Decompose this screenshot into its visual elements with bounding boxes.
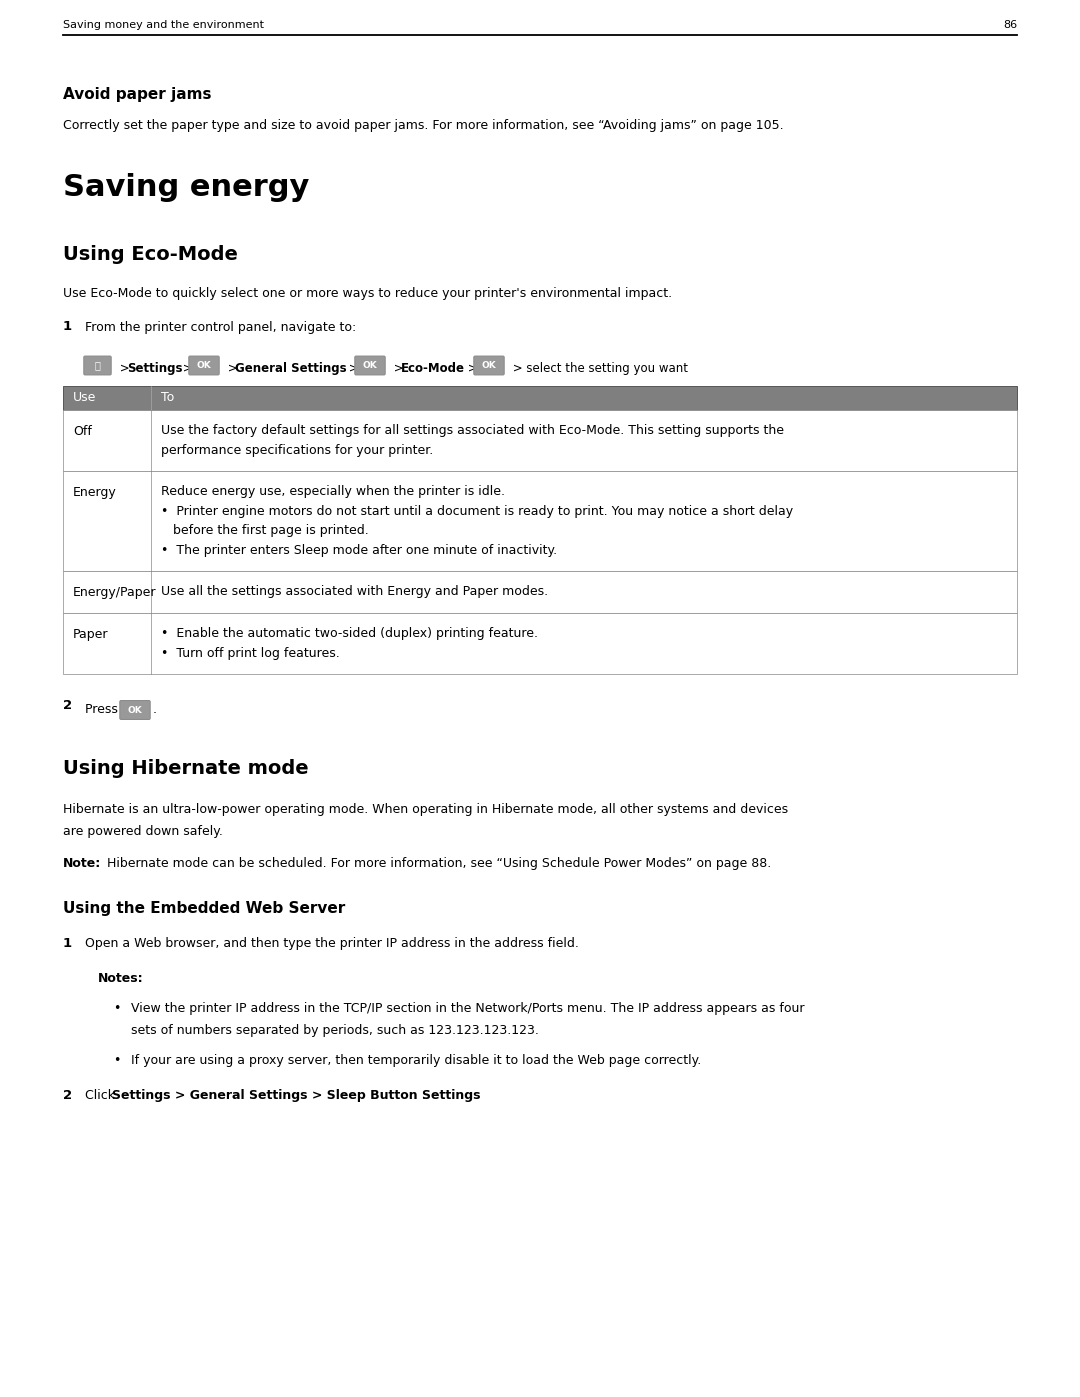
Text: .: . <box>422 1090 426 1102</box>
Text: > select the setting you want: > select the setting you want <box>509 362 688 374</box>
Text: •  Enable the automatic two-sided (duplex) printing feature.: • Enable the automatic two-sided (duplex… <box>161 627 538 640</box>
Text: Hibernate mode can be scheduled. For more information, see “Using Schedule Power: Hibernate mode can be scheduled. For mor… <box>103 856 771 870</box>
Text: 2: 2 <box>63 1090 72 1102</box>
Text: Avoid paper jams: Avoid paper jams <box>63 87 212 102</box>
Text: •: • <box>113 1053 120 1067</box>
Text: are powered down safely.: are powered down safely. <box>63 826 222 838</box>
Text: Energy/Paper: Energy/Paper <box>73 585 157 599</box>
Text: From the printer control panel, navigate to:: From the printer control panel, navigate… <box>85 320 356 334</box>
Text: View the printer IP address in the TCP/IP section in the Network/Ports menu. The: View the printer IP address in the TCP/I… <box>131 1002 805 1016</box>
FancyBboxPatch shape <box>474 356 504 374</box>
Text: •  The printer enters Sleep mode after one minute of inactivity.: • The printer enters Sleep mode after on… <box>161 543 557 556</box>
Text: Energy: Energy <box>73 486 117 499</box>
Text: Reduce energy use, especially when the printer is idle.: Reduce energy use, especially when the p… <box>161 485 505 497</box>
Text: OK: OK <box>197 360 212 370</box>
Bar <box>63 409 1017 471</box>
Text: Off: Off <box>73 425 92 439</box>
FancyBboxPatch shape <box>84 356 111 374</box>
Text: ⛯: ⛯ <box>95 360 100 370</box>
Text: >: > <box>179 362 197 374</box>
Text: Open a Web browser, and then type the printer IP address in the address field.: Open a Web browser, and then type the pr… <box>85 937 579 950</box>
Text: Hibernate is an ultra-low-power operating mode. When operating in Hibernate mode: Hibernate is an ultra-low-power operatin… <box>63 803 788 816</box>
Text: >: > <box>345 362 363 374</box>
Text: 1: 1 <box>63 937 72 950</box>
Text: •: • <box>113 1002 120 1016</box>
Text: Settings: Settings <box>127 362 183 374</box>
Text: >: > <box>390 362 407 374</box>
Text: Correctly set the paper type and size to avoid paper jams. For more information,: Correctly set the paper type and size to… <box>63 119 784 131</box>
Text: Saving energy: Saving energy <box>63 173 309 203</box>
Text: 1: 1 <box>63 320 72 334</box>
Text: Settings > General Settings > Sleep Button Settings: Settings > General Settings > Sleep Butt… <box>112 1090 481 1102</box>
Bar <box>63 386 1017 409</box>
Text: OK: OK <box>482 360 497 370</box>
Text: Use all the settings associated with Energy and Paper modes.: Use all the settings associated with Ene… <box>161 585 549 598</box>
Text: General Settings: General Settings <box>235 362 347 374</box>
Text: .: . <box>153 703 157 717</box>
Text: sets of numbers separated by periods, such as 123.123.123.123.: sets of numbers separated by periods, su… <box>131 1024 539 1037</box>
Text: >: > <box>464 362 482 374</box>
Bar <box>63 571 1017 613</box>
Bar <box>63 613 1017 673</box>
Text: •  Turn off print log features.: • Turn off print log features. <box>161 647 340 659</box>
Text: Saving money and the environment: Saving money and the environment <box>63 20 264 29</box>
Text: If your are using a proxy server, then temporarily disable it to load the Web pa: If your are using a proxy server, then t… <box>131 1053 701 1067</box>
Text: Use: Use <box>73 391 96 404</box>
Text: Note:: Note: <box>63 856 102 870</box>
FancyBboxPatch shape <box>189 356 219 374</box>
Text: before the first page is printed.: before the first page is printed. <box>161 524 368 536</box>
Text: Use the factory default settings for all settings associated with Eco-Mode. This: Use the factory default settings for all… <box>161 425 784 437</box>
Text: OK: OK <box>127 705 143 714</box>
Text: Eco-Mode: Eco-Mode <box>401 362 465 374</box>
FancyBboxPatch shape <box>355 356 386 374</box>
Text: Click: Click <box>85 1090 119 1102</box>
FancyBboxPatch shape <box>120 700 150 719</box>
Text: Press: Press <box>85 703 122 717</box>
Text: >: > <box>116 362 133 374</box>
Text: Paper: Paper <box>73 629 108 641</box>
Text: •  Printer engine motors do not start until a document is ready to print. You ma: • Printer engine motors do not start unt… <box>161 504 793 517</box>
Text: 86: 86 <box>1003 20 1017 29</box>
Text: 2: 2 <box>63 698 72 712</box>
Text: >: > <box>224 362 241 374</box>
Text: Use Eco-Mode to quickly select one or more ways to reduce your printer's environ: Use Eco-Mode to quickly select one or mo… <box>63 288 672 300</box>
Text: performance specifications for your printer.: performance specifications for your prin… <box>161 443 433 457</box>
Text: Notes:: Notes: <box>98 972 144 985</box>
Text: Using the Embedded Web Server: Using the Embedded Web Server <box>63 901 346 916</box>
Text: Using Hibernate mode: Using Hibernate mode <box>63 759 309 778</box>
Text: OK: OK <box>363 360 377 370</box>
Bar <box>63 471 1017 571</box>
Text: To: To <box>161 391 174 404</box>
Text: Using Eco-Mode: Using Eco-Mode <box>63 246 238 264</box>
